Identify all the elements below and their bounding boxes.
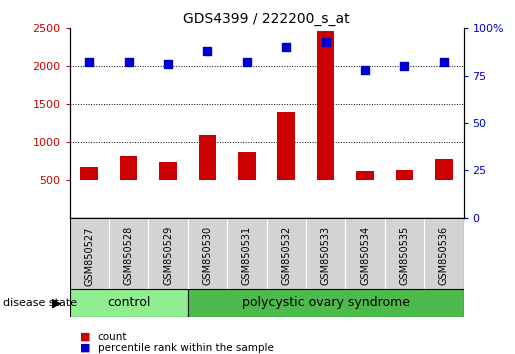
Text: ■: ■ <box>80 332 90 342</box>
Point <box>164 62 172 67</box>
Title: GDS4399 / 222200_s_at: GDS4399 / 222200_s_at <box>183 12 350 26</box>
Bar <box>385 218 424 289</box>
Text: GSM850536: GSM850536 <box>439 226 449 285</box>
Text: GSM850527: GSM850527 <box>84 226 94 286</box>
Bar <box>396 170 413 180</box>
Point <box>243 59 251 65</box>
Text: polycystic ovary syndrome: polycystic ovary syndrome <box>242 296 409 309</box>
Bar <box>227 218 267 289</box>
Bar <box>120 156 138 180</box>
Point <box>361 67 369 73</box>
Point <box>85 59 93 65</box>
Bar <box>356 171 374 180</box>
Text: GSM850529: GSM850529 <box>163 226 173 285</box>
Bar <box>70 218 109 289</box>
Text: GSM850531: GSM850531 <box>242 226 252 285</box>
Point <box>440 59 448 65</box>
Bar <box>278 112 295 180</box>
Bar <box>109 218 148 289</box>
Text: count: count <box>98 332 127 342</box>
Bar <box>159 162 177 180</box>
Bar <box>238 152 255 180</box>
Text: GSM850533: GSM850533 <box>321 226 331 285</box>
Bar <box>306 218 345 289</box>
Bar <box>199 135 216 180</box>
Text: GSM850532: GSM850532 <box>281 226 291 285</box>
Bar <box>188 289 464 317</box>
Text: GSM850535: GSM850535 <box>400 226 409 285</box>
Point <box>282 45 290 50</box>
Text: GSM850534: GSM850534 <box>360 226 370 285</box>
Bar <box>317 30 334 180</box>
Point <box>125 59 133 65</box>
Point <box>400 63 408 69</box>
Text: percentile rank within the sample: percentile rank within the sample <box>98 343 274 353</box>
Bar <box>267 218 306 289</box>
Bar <box>148 218 188 289</box>
Bar <box>435 159 453 180</box>
Point <box>321 39 330 44</box>
Text: GSM850528: GSM850528 <box>124 226 133 285</box>
Text: ▶: ▶ <box>52 296 62 309</box>
Text: ■: ■ <box>80 343 90 353</box>
Text: control: control <box>107 296 150 309</box>
Bar <box>188 218 227 289</box>
Bar <box>70 289 188 317</box>
Bar <box>346 218 385 289</box>
Bar <box>80 167 98 180</box>
Bar <box>424 218 464 289</box>
Text: GSM850530: GSM850530 <box>202 226 212 285</box>
Text: disease state: disease state <box>3 298 77 308</box>
Point <box>203 48 212 54</box>
